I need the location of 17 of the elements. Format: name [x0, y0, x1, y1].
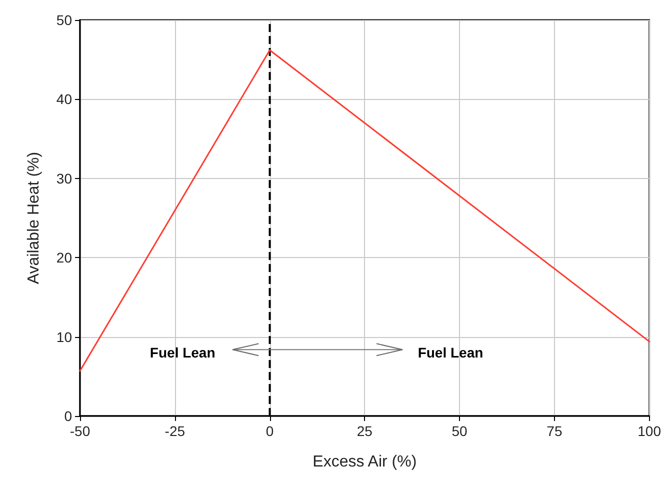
x-tick-label: -25 — [164, 423, 186, 439]
y-tick-label: 20 — [56, 250, 72, 266]
y-tick-label: 10 — [56, 328, 72, 345]
y-tick-label: 30 — [56, 170, 72, 186]
annotation: Fuel Lean — [418, 344, 484, 361]
x-tick-label: 0 — [266, 423, 274, 439]
x-tick-label: 100 — [638, 423, 662, 439]
x-tick-label: 75 — [546, 423, 562, 439]
y-axis-title: Available Heat (%) — [26, 152, 42, 284]
annotation: Fuel Lean — [150, 344, 216, 361]
y-tick-label: 40 — [56, 91, 72, 108]
y-tick-label: 0 — [64, 408, 72, 424]
x-tick-label: 25 — [356, 423, 373, 439]
y-tick-label: 50 — [56, 12, 72, 28]
x-tick-label: -50 — [70, 423, 90, 439]
x-tick-label: 50 — [452, 423, 468, 439]
x-axis-title: Excess Air (%) — [312, 454, 417, 470]
